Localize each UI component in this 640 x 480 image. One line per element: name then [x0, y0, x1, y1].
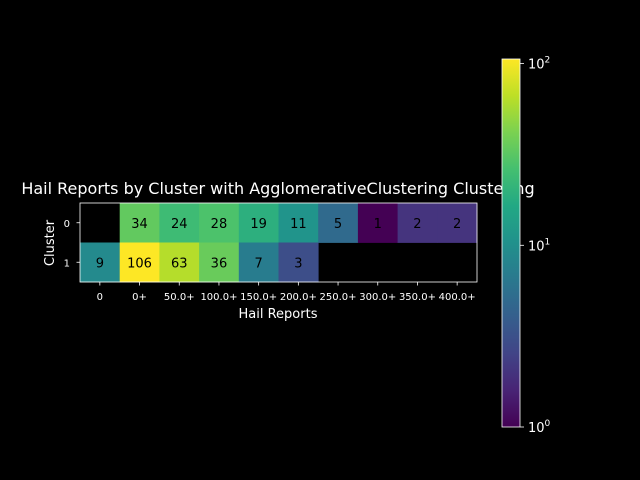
x-tick-label: 300.0+ [359, 292, 396, 303]
y-axis-label: Cluster [43, 219, 58, 266]
x-axis-ticks: 0 0+ 50.0+ 100.0+ 150.0+ 200.0+ 250.0+ 300.0+ 35… [97, 282, 476, 303]
cell-value-label: 24 [171, 217, 188, 232]
x-tick-label: 100.0+ [200, 292, 237, 303]
cell-value-label: 28 [211, 217, 228, 232]
y-tick-label: 0 [64, 219, 70, 230]
cell-value-label: 106 [127, 256, 152, 271]
cell-value-label: 7 [255, 256, 263, 271]
colorbar [501, 58, 521, 428]
cell-value-label: 2 [413, 217, 421, 232]
heatmap-cell [238, 203, 279, 243]
heatmap-cell [318, 203, 359, 243]
heatmap-cell [437, 203, 478, 243]
colorbar-tick-label: 101 [528, 237, 550, 254]
cell-value-label: 5 [334, 217, 342, 232]
x-tick-label: 0 [97, 292, 103, 303]
heatmap-cell [199, 203, 240, 243]
colorbar-tick-label: 102 [528, 56, 550, 73]
heatmap-cell [199, 242, 240, 283]
x-tick-label: 150.0+ [240, 292, 277, 303]
cell-annotations: 34 24 28 19 11 5 1 2 2 9 106 63 36 7 3 [96, 217, 462, 272]
cell-value-label: 11 [290, 217, 307, 232]
heatmap-cell [119, 203, 160, 243]
cell-value-label: 1 [374, 217, 382, 232]
x-tick-label: 400.0+ [439, 292, 476, 303]
chart-title: Hail Reports by Cluster with Agglomerati… [21, 179, 534, 198]
x-axis-label: Hail Reports [239, 307, 318, 322]
x-tick-label: 0+ [132, 292, 147, 303]
heatmap-cell [159, 203, 200, 243]
cell-value-label: 34 [131, 217, 148, 232]
heatmap-cell [238, 242, 279, 283]
cell-value-label: 9 [96, 256, 104, 271]
y-tick-label: 1 [64, 258, 70, 269]
x-tick-label: 200.0+ [280, 292, 317, 303]
colorbar-ticks: 100 101 102 [520, 56, 551, 436]
heatmap-cell [159, 242, 200, 283]
heatmap-cell [397, 203, 438, 243]
heatmap-cell [80, 242, 121, 283]
heatmap-cell [278, 203, 319, 243]
heatmap-cell [357, 203, 398, 243]
cell-value-label: 36 [211, 256, 228, 271]
heatmap-cells [80, 203, 478, 283]
x-tick-label: 50.0+ [164, 292, 195, 303]
cell-value-label: 19 [250, 217, 267, 232]
y-axis-ticks: 01 [64, 219, 80, 269]
cell-value-label: 2 [453, 217, 461, 232]
x-tick-label: 250.0+ [320, 292, 357, 303]
cell-value-label: 3 [294, 256, 302, 271]
colorbar-tick-label: 100 [528, 419, 551, 436]
heatmap-cell [119, 242, 160, 283]
cell-value-label: 63 [171, 256, 188, 271]
heatmap-cell [278, 242, 319, 283]
heatmap-frame [79, 202, 478, 283]
x-tick-label: 350.0+ [399, 292, 436, 303]
